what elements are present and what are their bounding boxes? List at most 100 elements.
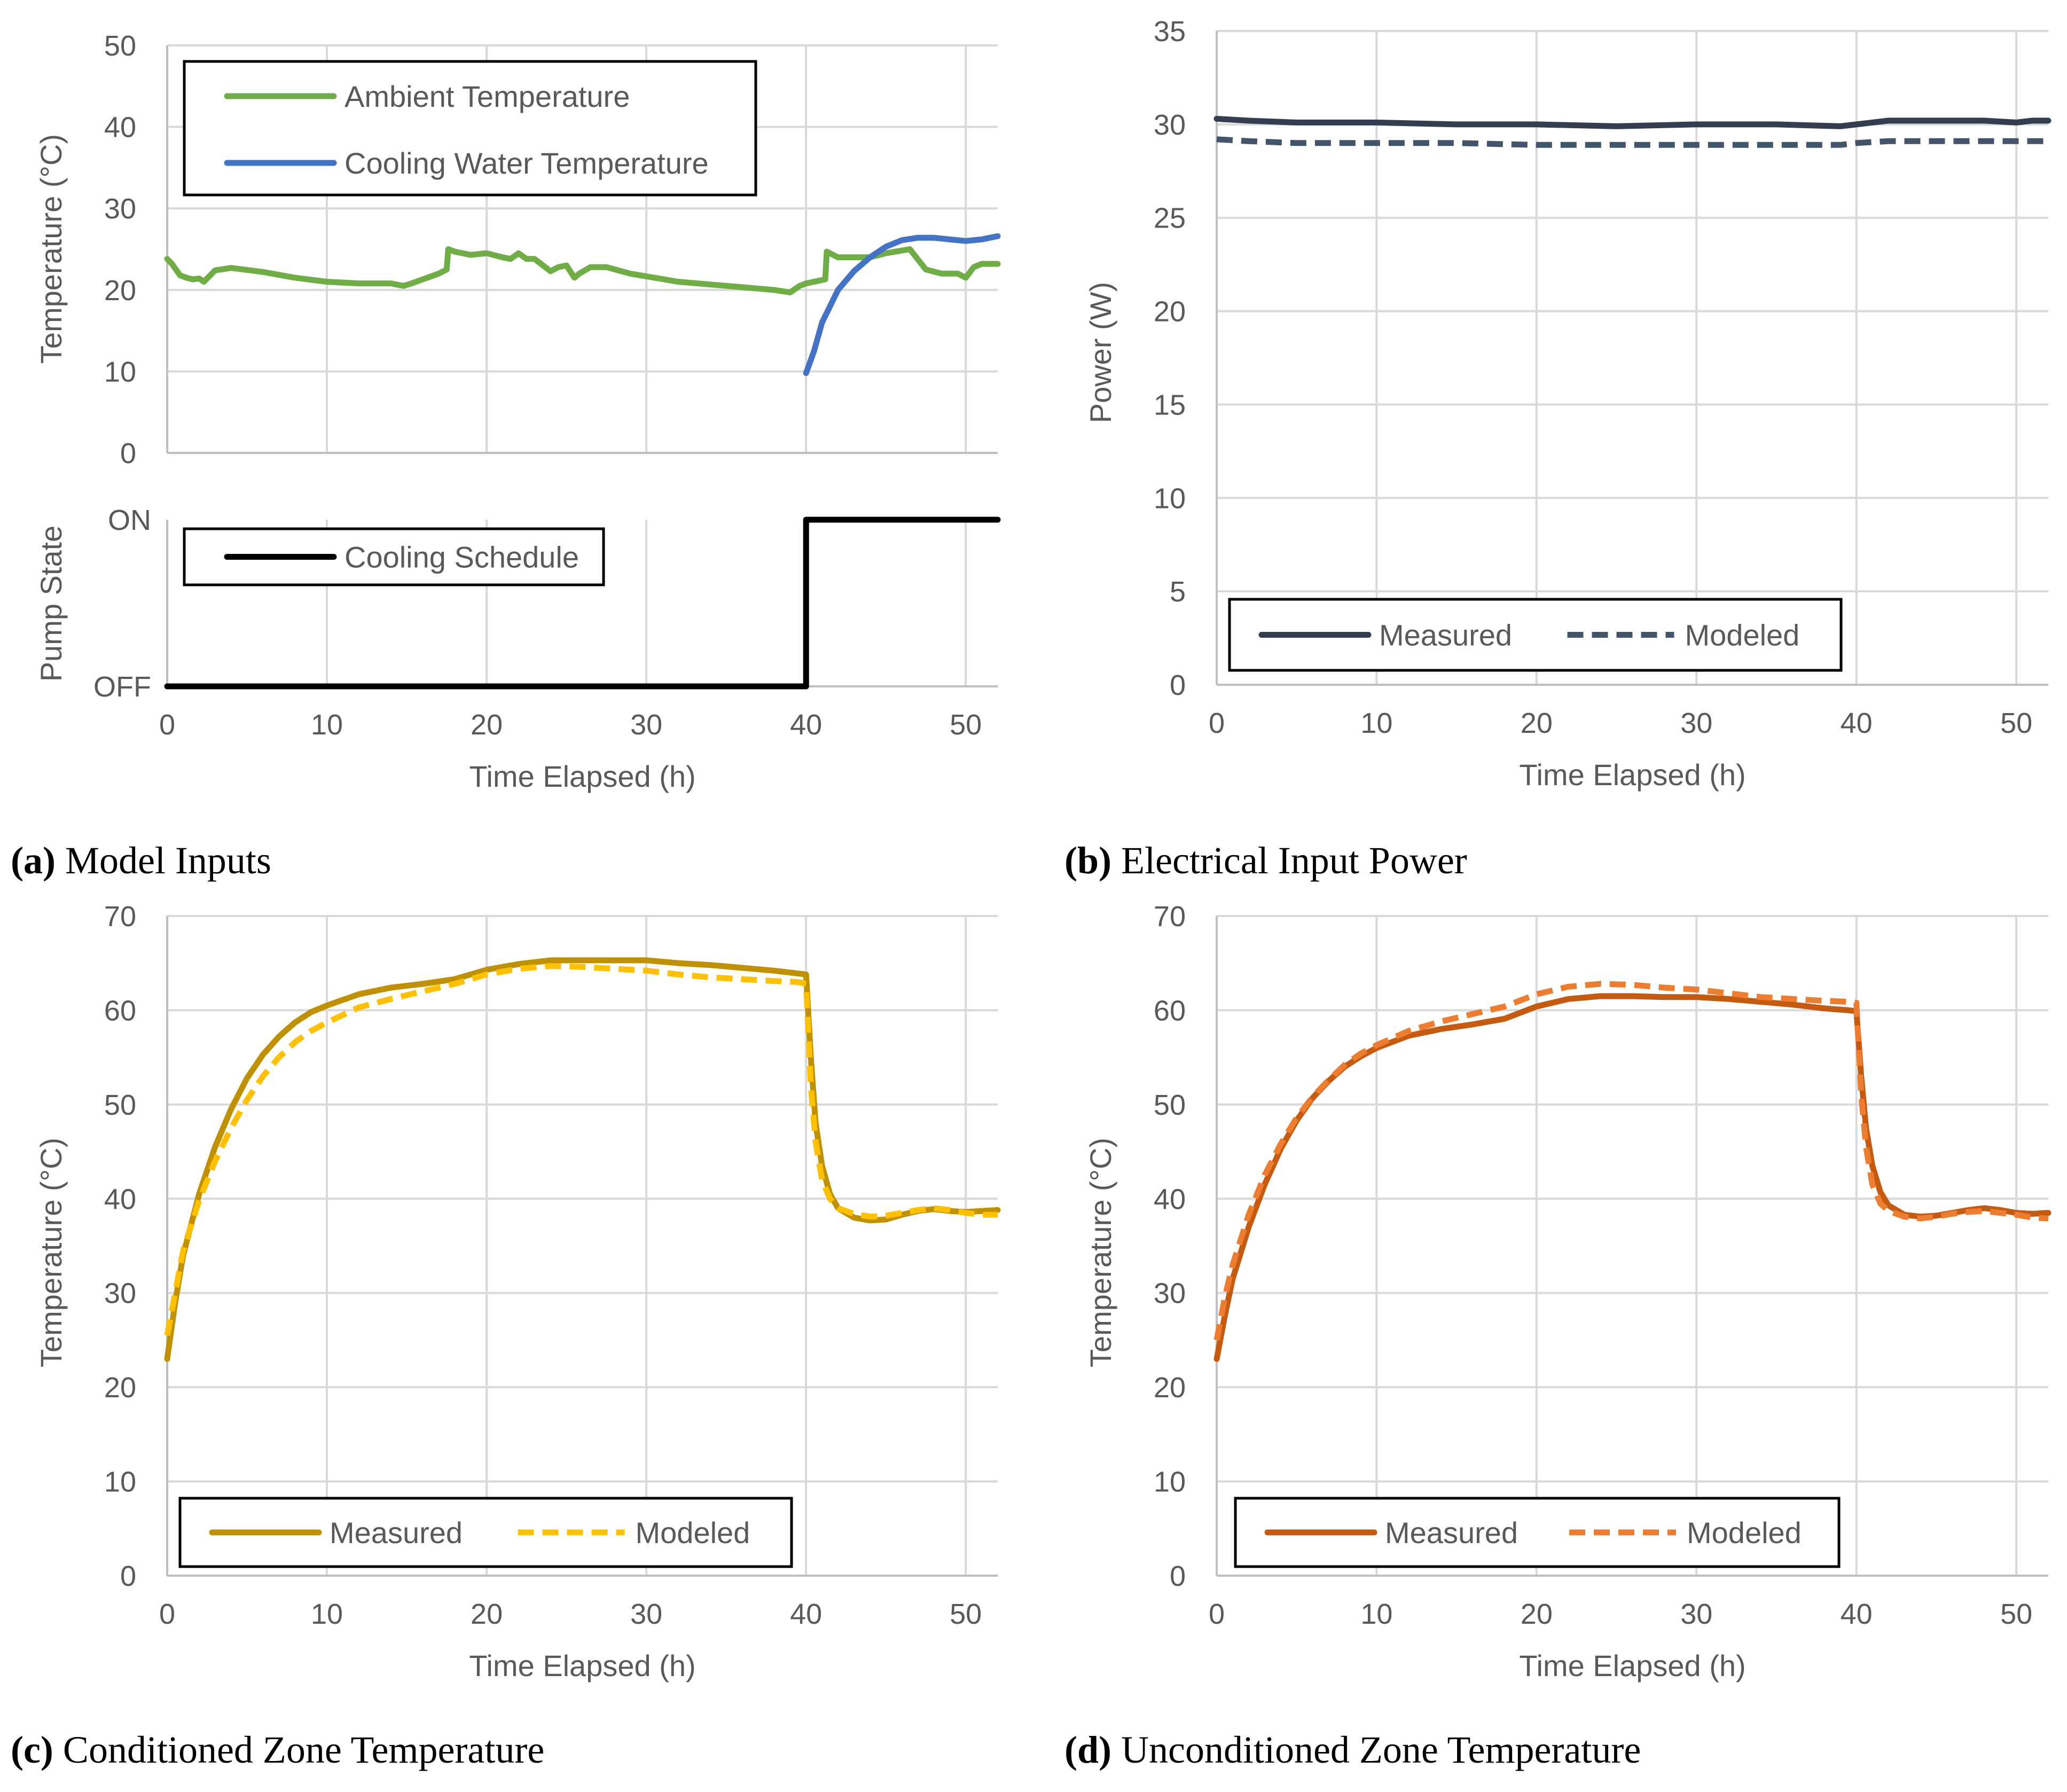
y-axis-title: Temperature (°C) <box>1084 1138 1117 1367</box>
y-tick-label: 0 <box>1170 669 1186 701</box>
y-tick-label: 20 <box>104 275 136 307</box>
x-tick-label: 30 <box>1680 707 1712 739</box>
x-tick-label: 40 <box>1841 707 1873 739</box>
x-axis-title: Time Elapsed (h) <box>469 760 695 793</box>
x-axis-title: Time Elapsed (h) <box>1519 1649 1745 1683</box>
x-tick-label: 20 <box>1521 707 1553 739</box>
x-tick-label: 40 <box>790 709 822 741</box>
series-line-cooling-water-temperature <box>803 233 1001 376</box>
x-tick-label: 10 <box>1360 1598 1392 1630</box>
series-line-ambient-temperature <box>164 246 1001 295</box>
panel-d-unconditioned-zone-temperature: 0 10 20 30 40 50 60 70 0 10 20 30 40 50 Time Elapsed (… <box>1084 901 2052 1683</box>
y-tick-label: 20 <box>1154 296 1186 328</box>
chart-a-bottom: OFF ON 0 10 20 30 40 50 Time Elapsed (h) Pump Sta… <box>34 504 1001 793</box>
chart-d: 0 10 20 30 40 50 60 70 0 10 20 30 40 50 Time Elapsed (… <box>1084 901 2052 1683</box>
series-line-measured <box>1213 115 2052 129</box>
x-tick-label: 0 <box>1209 1598 1225 1630</box>
legend-label-modeled: Modeled <box>636 1516 750 1550</box>
y-tick-label: 10 <box>104 356 136 388</box>
y-axis-title: Temperature (°C) <box>34 134 68 364</box>
legend: Ambient Temperature Cooling Water Tempera… <box>183 60 757 197</box>
caption-d: (d) Unconditioned Zone Temperature <box>1064 1728 1641 1771</box>
legend: Measured Modeled <box>1228 598 1843 672</box>
x-axis-title: Time Elapsed (h) <box>1519 758 1745 792</box>
legend-label-measured: Measured <box>330 1516 463 1550</box>
series-line-modeled <box>1213 981 2049 1341</box>
y-tick-label: 10 <box>104 1466 136 1498</box>
legend-label-modeled: Modeled <box>1685 619 1800 652</box>
series-line-measured <box>164 957 1001 1362</box>
x-tick-label: 40 <box>790 1598 822 1630</box>
y-tick-label: 15 <box>1154 389 1186 421</box>
y-tick-label: 30 <box>104 1278 136 1310</box>
y-tick-label: 60 <box>104 995 136 1027</box>
y-tick-label: 70 <box>104 901 136 933</box>
series-line-modeled <box>1216 136 2048 148</box>
x-axis-title: Time Elapsed (h) <box>469 1649 695 1683</box>
caption-c: (c) Conditioned Zone Temperature <box>11 1728 544 1771</box>
x-tick-label: 30 <box>630 1598 662 1630</box>
x-tick-label: 20 <box>1521 1598 1553 1630</box>
series-line-cooling-schedule <box>164 517 1001 690</box>
y-tick-label: 25 <box>1154 202 1186 234</box>
legend-label-modeled: Modeled <box>1687 1516 1802 1550</box>
caption-a: (a) Model Inputs <box>11 839 271 882</box>
y-tick-label: 0 <box>120 437 136 469</box>
y-tick-label: 40 <box>104 1183 136 1215</box>
panel-c-conditioned-zone-temperature: 0 10 20 30 40 50 60 70 0 10 20 30 40 50 Time Elapsed (… <box>34 901 1001 1683</box>
y-tick-label: 60 <box>1154 995 1186 1027</box>
legend-label-measured: Measured <box>1379 619 1512 652</box>
x-tick-label: 50 <box>2000 707 2032 739</box>
x-tick-label: 50 <box>950 1598 982 1630</box>
panel-b-electrical-input-power: 0 5 10 15 20 25 30 35 0 10 20 30 40 50 Time Elapsed (h… <box>1084 15 2052 792</box>
y-tick-label: 70 <box>1154 901 1186 933</box>
x-tick-label: 40 <box>1841 1598 1873 1630</box>
y-tick-label: 0 <box>120 1560 136 1592</box>
legend: Measured Modeled <box>178 1497 793 1568</box>
y-tick-label: 35 <box>1154 15 1186 48</box>
y-tick-label: 40 <box>104 112 136 144</box>
x-tick-label: 50 <box>2000 1598 2032 1630</box>
x-tick-label: 30 <box>1680 1598 1712 1630</box>
y-tick-label: OFF <box>93 671 151 703</box>
chart-a-top: 0 10 20 30 40 50 Temperature (°C) Ambient Tempe… <box>34 30 1001 469</box>
chart-c: 0 10 20 30 40 50 60 70 0 10 20 30 40 50 Time Elapsed (… <box>34 901 1001 1683</box>
x-tick-label: 0 <box>1209 707 1225 739</box>
legend: Cooling Schedule <box>183 527 605 586</box>
panel-a-model-inputs: 0 10 20 30 40 50 Temperature (°C) Ambient Tempe… <box>34 30 1001 793</box>
x-tick-label: 20 <box>471 1598 503 1630</box>
y-tick-label: 0 <box>1170 1560 1186 1592</box>
y-tick-label: 5 <box>1170 576 1186 608</box>
x-tick-label: 10 <box>1360 707 1392 739</box>
x-tick-label: 0 <box>159 1598 175 1630</box>
series-line-measured <box>1213 993 2052 1362</box>
y-axis-title: Pump State <box>34 526 68 682</box>
y-tick-label: ON <box>108 504 151 536</box>
y-tick-label: 10 <box>1154 482 1186 514</box>
x-tick-label: 30 <box>630 709 662 741</box>
legend-label-cooling-water-temperature: Cooling Water Temperature <box>344 146 709 180</box>
y-tick-label: 30 <box>104 193 136 225</box>
y-tick-label: 40 <box>1154 1183 1186 1215</box>
x-tick-label: 10 <box>311 709 343 741</box>
legend-label-ambient-temperature: Ambient Temperature <box>344 80 630 113</box>
legend-label-cooling-schedule: Cooling Schedule <box>344 541 579 574</box>
chart-b: 0 5 10 15 20 25 30 35 0 10 20 30 40 50 Time Elapsed (h… <box>1084 15 2052 792</box>
x-tick-label: 20 <box>471 709 503 741</box>
y-tick-label: 20 <box>104 1372 136 1404</box>
legend-label-measured: Measured <box>1385 1516 1518 1550</box>
y-tick-label: 10 <box>1154 1466 1186 1498</box>
y-axis-title: Temperature (°C) <box>34 1138 68 1367</box>
y-tick-label: 20 <box>1154 1372 1186 1404</box>
y-axis-title: Power (W) <box>1084 282 1117 423</box>
x-tick-label: 0 <box>159 709 175 741</box>
legend-box <box>183 60 757 197</box>
y-tick-label: 50 <box>1154 1089 1186 1121</box>
y-tick-label: 50 <box>104 30 136 62</box>
caption-b: (b) Electrical Input Power <box>1064 839 1467 882</box>
legend: Measured Modeled <box>1234 1497 1841 1568</box>
series-line-modeled <box>164 963 998 1336</box>
y-tick-label: 30 <box>1154 1278 1186 1310</box>
y-tick-label: 50 <box>104 1089 136 1121</box>
